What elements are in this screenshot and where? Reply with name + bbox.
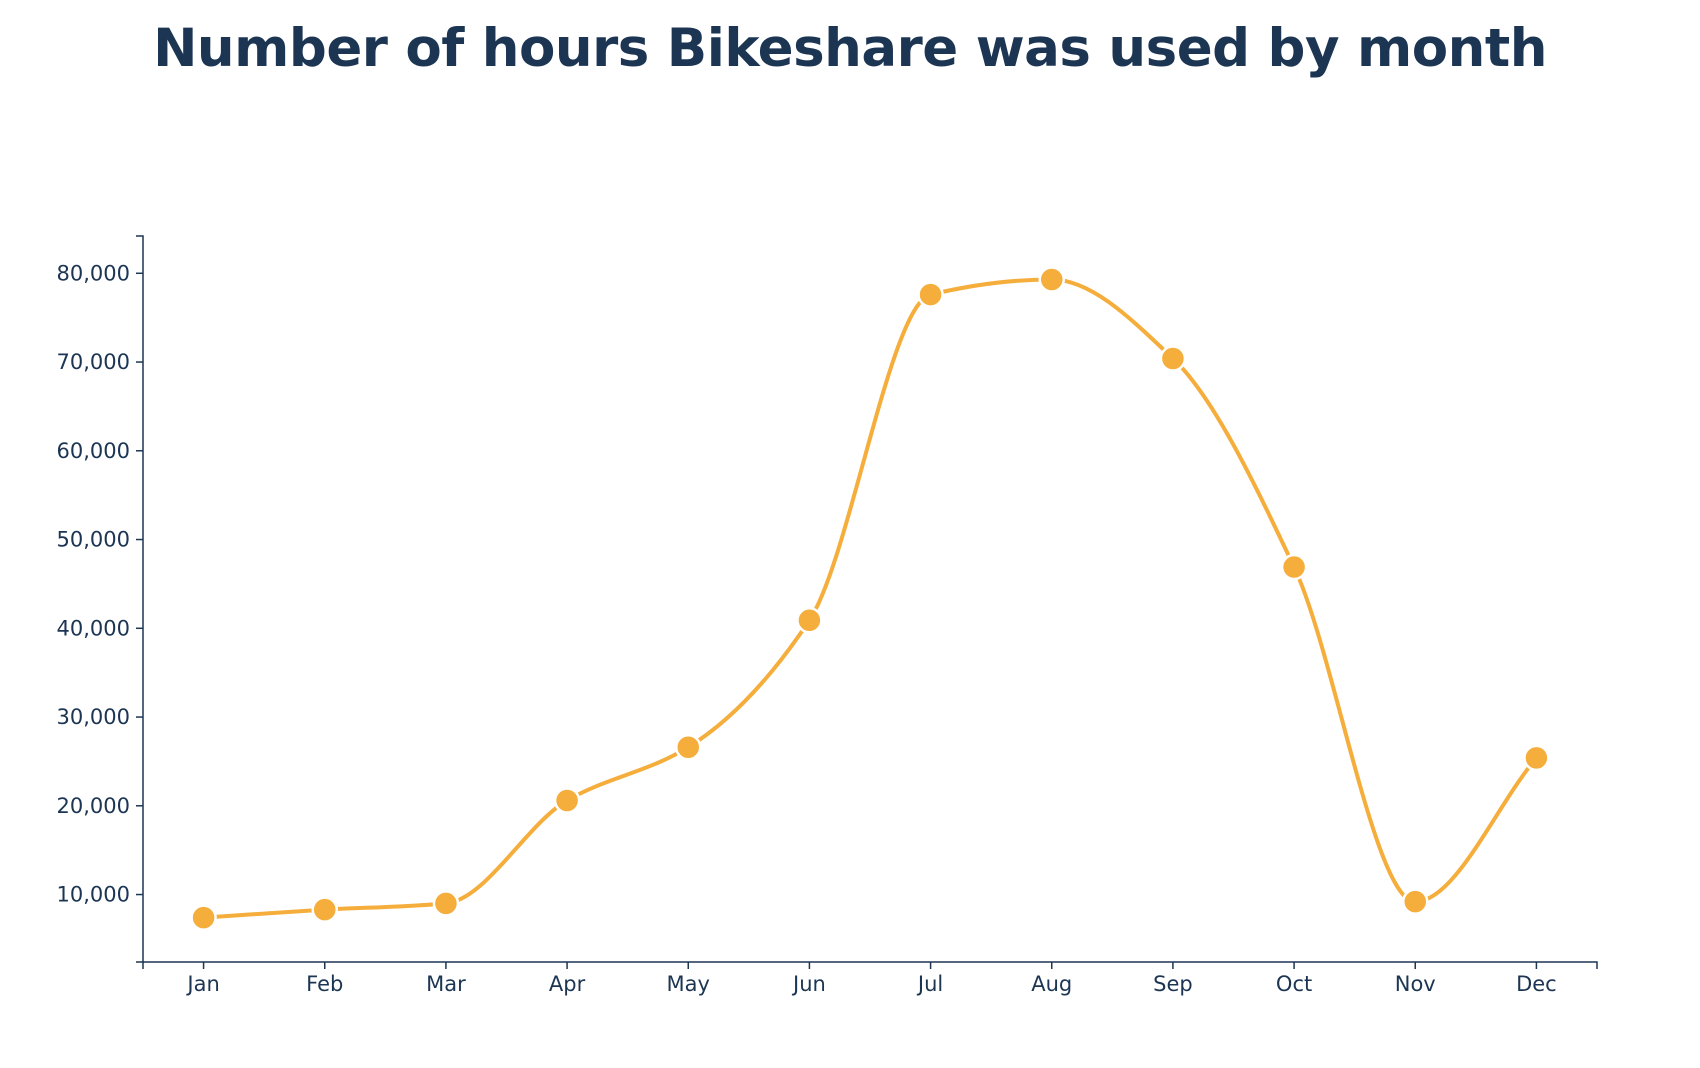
y-tick-label: 50,000 (57, 528, 130, 552)
x-tick-label: Jan (185, 972, 219, 996)
y-tick-label: 60,000 (57, 439, 130, 463)
x-tick-label: Nov (1395, 972, 1436, 996)
x-tick-label: Dec (1516, 972, 1557, 996)
data-point-nov[interactable] (1402, 888, 1429, 915)
y-tick-label: 80,000 (57, 261, 130, 285)
data-point-sep[interactable] (1159, 345, 1187, 372)
chart-title: Number of hours Bikeshare was used by mo… (153, 18, 1547, 79)
y-axis: 10,000 20,000 30,000 40,000 50,000 60,000 70,0… (57, 235, 144, 963)
data-point-may[interactable] (675, 733, 702, 761)
y-tick-label: 20,000 (57, 794, 130, 818)
x-tick-label: Feb (306, 972, 343, 996)
x-axis-line (142, 961, 1598, 969)
data-point-aug[interactable] (1038, 266, 1065, 293)
series-layer (190, 266, 1550, 931)
data-point-jun[interactable] (796, 607, 823, 634)
x-tick-label: Apr (549, 972, 586, 996)
y-tick-label: 30,000 (57, 705, 130, 729)
y-tick-label: 10,000 (57, 883, 130, 907)
data-point-jan[interactable] (190, 904, 217, 931)
data-point-oct[interactable] (1280, 553, 1308, 581)
data-point-feb[interactable] (311, 896, 338, 923)
data-point-jul[interactable] (917, 281, 944, 308)
x-tick-label: Mar (426, 972, 466, 996)
y-tick-label: 40,000 (57, 616, 130, 640)
x-tick-label: Aug (1031, 972, 1072, 996)
series-line (201, 277, 1539, 920)
x-tick-label: Oct (1276, 972, 1312, 996)
x-axis: Jan Feb Mar Apr May Jun Jul Aug Sep Oct Nov Dec (142, 961, 1598, 996)
x-tick-label: May (667, 972, 710, 996)
x-tick-label: Jun (791, 972, 826, 996)
data-point-dec[interactable] (1523, 744, 1550, 772)
x-tick-label: Jul (916, 972, 943, 996)
y-tick-label: 70,000 (57, 350, 130, 374)
y-axis-line (136, 235, 144, 963)
data-point-mar[interactable] (432, 890, 460, 917)
x-tick-label: Sep (1153, 972, 1193, 996)
data-point-apr[interactable] (553, 787, 581, 814)
